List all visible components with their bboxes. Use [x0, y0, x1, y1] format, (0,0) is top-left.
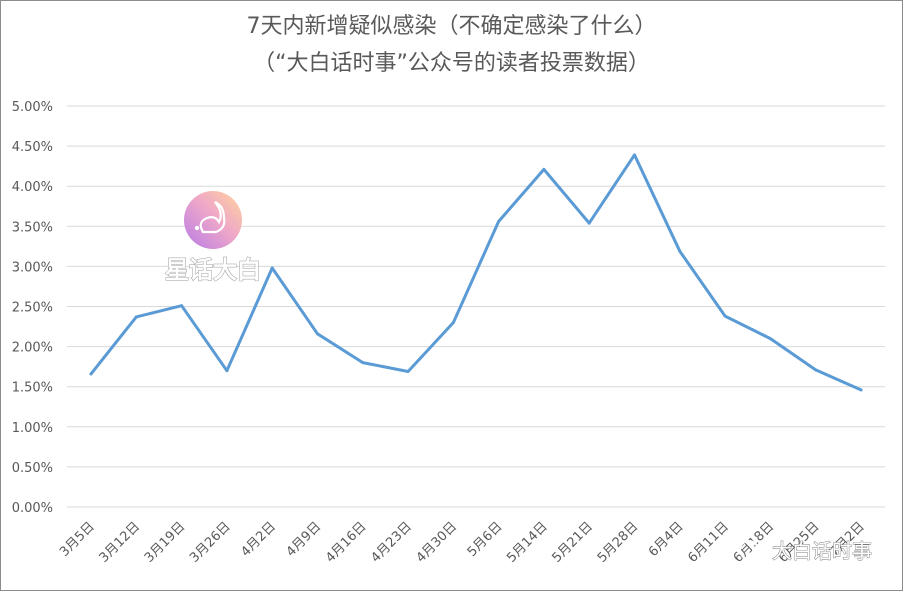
- data-point: [406, 369, 410, 373]
- data-point: [768, 337, 772, 341]
- data-point: [451, 321, 455, 325]
- y-tick-label: 2.50%: [12, 301, 53, 316]
- data-point: [814, 368, 818, 372]
- watermark-corner-text: 大白话时事: [772, 539, 872, 563]
- y-tick-label: 2.00%: [12, 341, 53, 356]
- series-group: [89, 153, 863, 392]
- data-point: [361, 361, 365, 365]
- x-tick-label: 5月21日: [550, 519, 597, 566]
- x-tick-label: 3月26日: [187, 519, 234, 566]
- x-tick-label: 6月4日: [646, 519, 687, 560]
- x-tick-label: 5月14日: [504, 519, 551, 566]
- y-tick-label: 3.50%: [12, 220, 53, 235]
- y-tick-label: 1.50%: [12, 381, 53, 396]
- data-point: [723, 314, 727, 318]
- x-tick-label: 4月16日: [323, 519, 370, 566]
- data-point: [89, 372, 93, 376]
- y-axis-ticks: 0.00% 0.50% 1.00% 1.50% 2.00% 2.50% 3.00% 3.50%…: [12, 100, 53, 516]
- x-tick-label: 6月11日: [685, 519, 732, 566]
- data-point: [859, 388, 863, 392]
- x-tick-label: 4月30日: [414, 519, 461, 566]
- x-tick-label: 4月23日: [368, 519, 415, 566]
- watermark-logo: 星话大白: [165, 191, 262, 285]
- y-tick-label: 3.00%: [12, 260, 53, 275]
- x-tick-label: 5月6日: [465, 519, 506, 560]
- watermark-corner: 大白话时事: [739, 539, 872, 563]
- data-point: [134, 315, 138, 319]
- data-point: [315, 332, 319, 336]
- chart-subtitle: （“大白话时事”公众号的读者投票数据）: [253, 51, 650, 76]
- data-point: [633, 153, 637, 157]
- data-point: [225, 369, 229, 373]
- data-point: [678, 249, 682, 253]
- x-tick-label: 4月9日: [284, 519, 325, 560]
- x-tick-label: 3月12日: [97, 519, 144, 566]
- chart-title: 7天内新增疑似感染（不确定感染了什么）: [246, 14, 657, 39]
- rabbit-logo-icon: [184, 191, 242, 249]
- y-tick-label: 4.50%: [12, 140, 53, 155]
- y-tick-label: 4.00%: [12, 180, 53, 195]
- watermark-center-text: 星话大白: [165, 256, 261, 284]
- x-tick-label: 4月2日: [238, 519, 279, 560]
- x-tick-label: 3月19日: [142, 519, 189, 566]
- x-tick-label: 5月28日: [595, 519, 642, 566]
- data-point: [180, 304, 184, 308]
- data-point: [542, 167, 546, 171]
- data-point: [270, 266, 274, 270]
- y-tick-label: 0.00%: [12, 501, 53, 516]
- x-tick-label: 3月5日: [57, 519, 98, 560]
- gridlines: [67, 105, 885, 508]
- rabbit-icon: [199, 200, 226, 234]
- y-tick-label: 0.50%: [12, 461, 53, 476]
- data-point: [497, 219, 501, 223]
- series-line: [89, 153, 863, 392]
- data-point: [587, 221, 591, 225]
- y-tick-label: 5.00%: [12, 100, 53, 115]
- y-tick-label: 1.00%: [12, 421, 53, 436]
